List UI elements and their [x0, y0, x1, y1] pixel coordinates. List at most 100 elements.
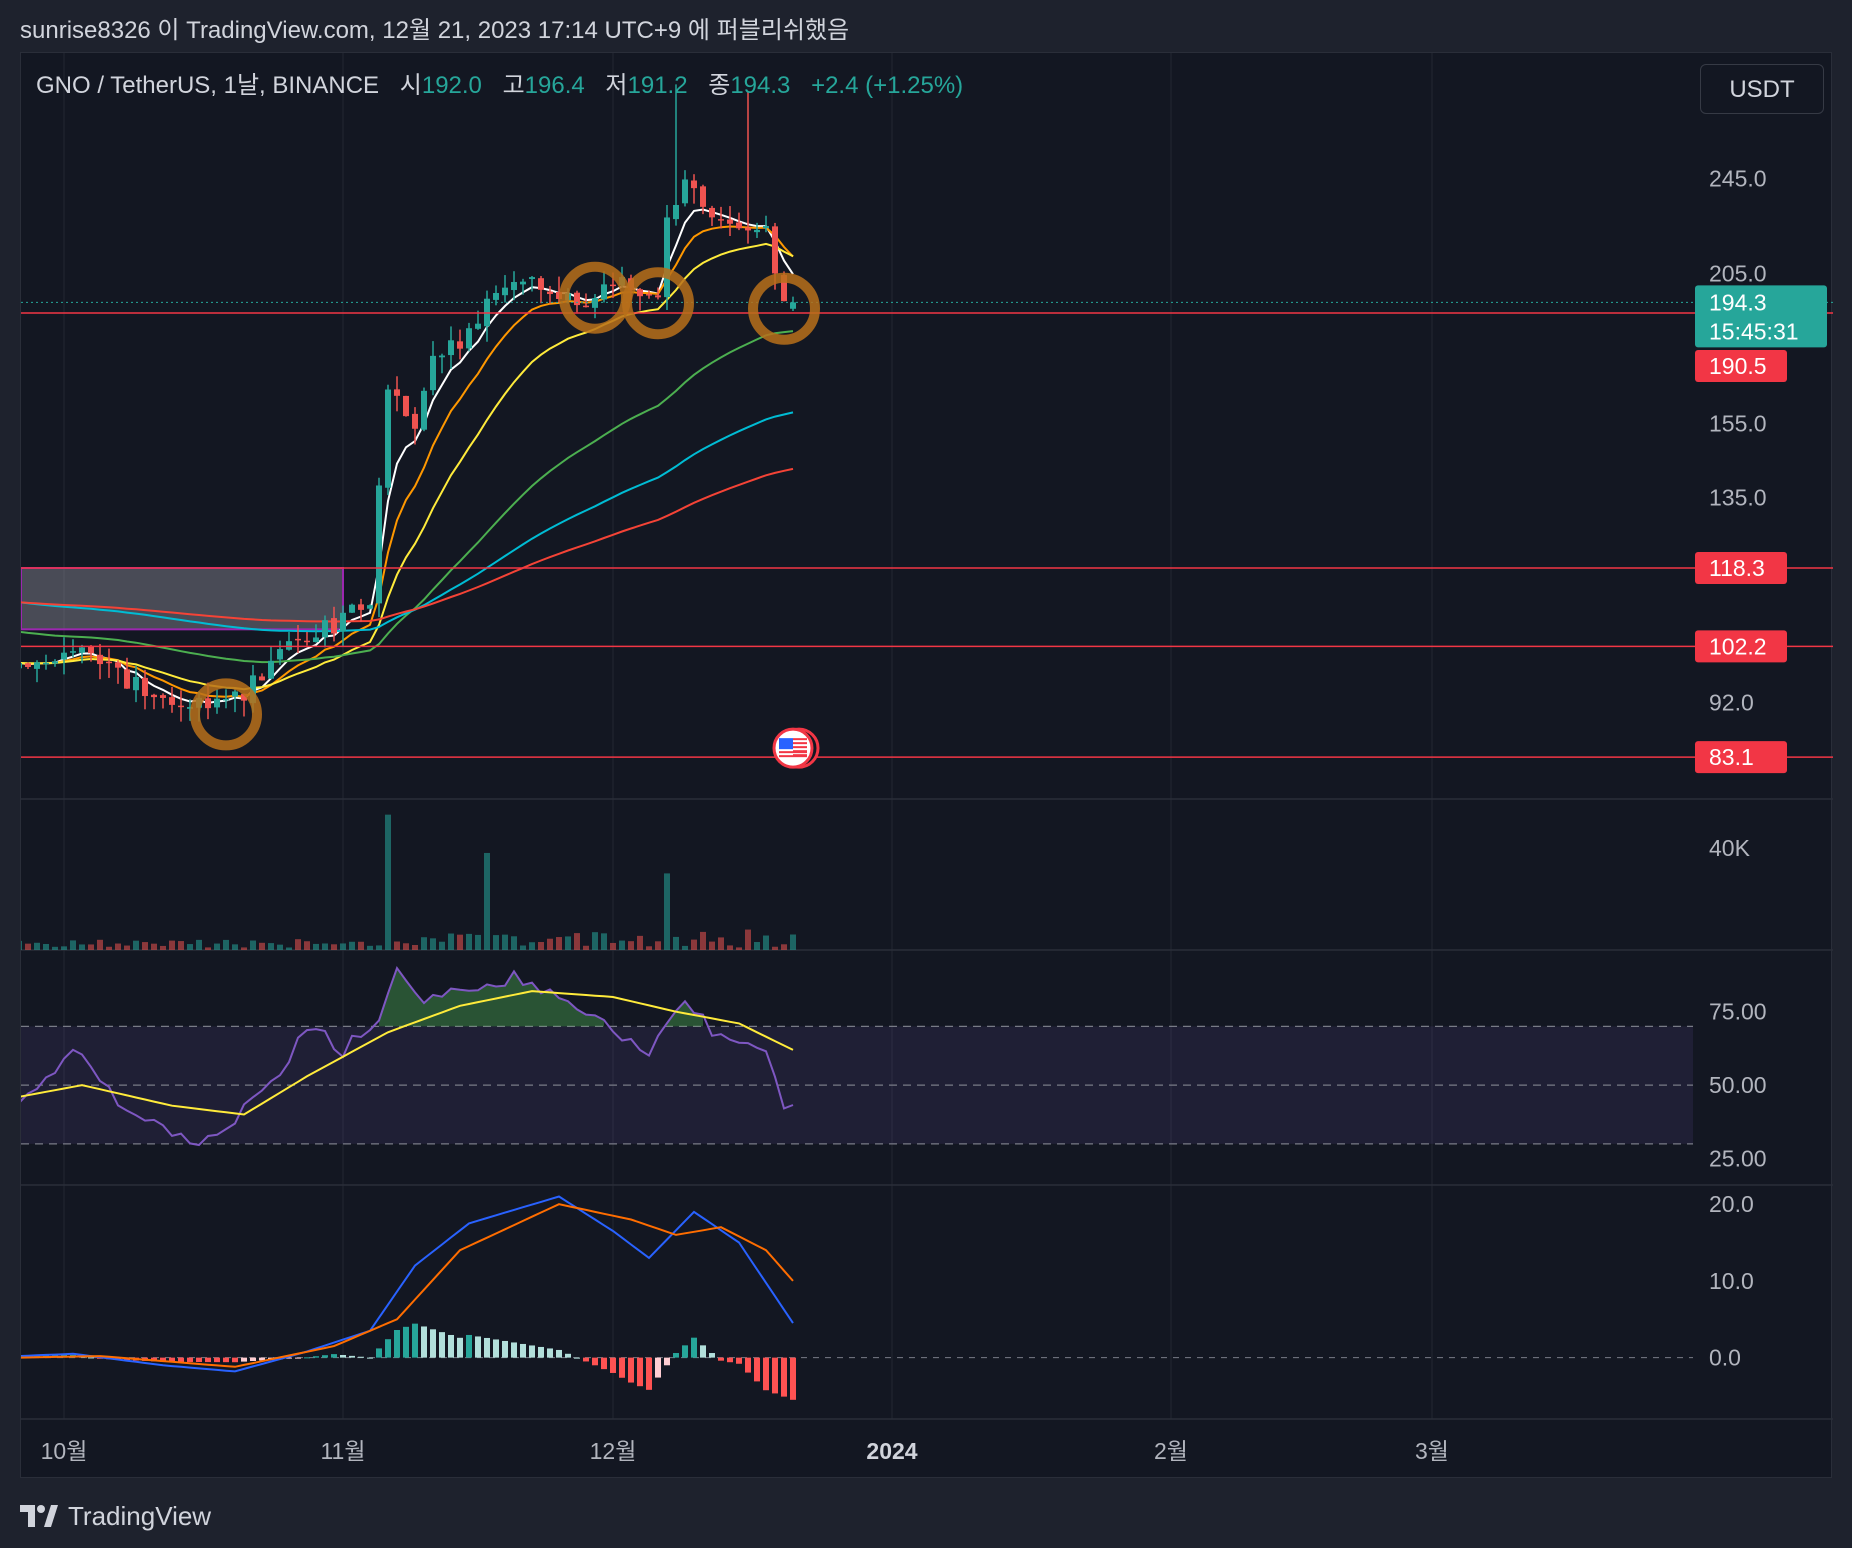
- candle-body[interactable]: [745, 227, 751, 231]
- candle-body[interactable]: [97, 654, 103, 665]
- candle-body[interactable]: [439, 355, 445, 358]
- candle-body[interactable]: [475, 323, 481, 329]
- candle-body[interactable]: [574, 292, 580, 306]
- candle-body[interactable]: [412, 413, 418, 429]
- candle-body[interactable]: [394, 389, 400, 396]
- candle-body[interactable]: [106, 661, 112, 664]
- candle-body[interactable]: [466, 328, 472, 349]
- macd-histogram-bar: [412, 1323, 418, 1358]
- candle-body[interactable]: [25, 663, 31, 668]
- candle-body[interactable]: [367, 605, 373, 609]
- candle-body[interactable]: [673, 204, 679, 220]
- candle-body[interactable]: [556, 291, 562, 299]
- candle-body[interactable]: [421, 390, 427, 430]
- circle-marker[interactable]: [190, 678, 262, 751]
- candle-body[interactable]: [52, 661, 58, 664]
- candle-body[interactable]: [655, 295, 661, 298]
- candle-body[interactable]: [322, 620, 328, 638]
- candle-body[interactable]: [70, 651, 76, 653]
- candle-body[interactable]: [664, 217, 670, 298]
- candle-body[interactable]: [250, 675, 256, 704]
- candle-body[interactable]: [502, 287, 508, 296]
- candle-body[interactable]: [583, 305, 589, 308]
- candle-body[interactable]: [304, 640, 310, 643]
- candle-body[interactable]: [205, 698, 211, 709]
- candle-body[interactable]: [493, 293, 499, 300]
- footer-brand[interactable]: TradingView: [20, 1496, 211, 1536]
- candle-body[interactable]: [34, 662, 40, 669]
- chart-canvas[interactable]: 285.0245.0205.0155.0135.092.040K75.0050.…: [21, 53, 1833, 1479]
- candle-body[interactable]: [736, 222, 742, 229]
- candle-body[interactable]: [358, 604, 364, 610]
- candle-body[interactable]: [124, 669, 130, 689]
- candle-body[interactable]: [286, 641, 292, 650]
- candle-body[interactable]: [601, 284, 607, 300]
- last-price-badge[interactable]: [1695, 285, 1827, 348]
- candle-body[interactable]: [709, 207, 715, 218]
- candle-body[interactable]: [430, 355, 436, 391]
- candle-body[interactable]: [151, 694, 157, 698]
- level-price-badge[interactable]: [1695, 552, 1787, 585]
- candle-body[interactable]: [160, 695, 166, 698]
- candle-body[interactable]: [331, 618, 337, 634]
- candle-body[interactable]: [223, 698, 229, 701]
- candle-body[interactable]: [214, 698, 220, 708]
- candle-body[interactable]: [43, 662, 49, 665]
- candle-body[interactable]: [21, 662, 22, 669]
- currency-button[interactable]: USDT: [1700, 64, 1824, 114]
- candle-body[interactable]: [133, 676, 139, 691]
- candle-body[interactable]: [772, 226, 778, 274]
- candle-body[interactable]: [637, 289, 643, 297]
- candle-body[interactable]: [700, 186, 706, 207]
- footer-brand-label: TradingView: [68, 1500, 212, 1531]
- circle-marker[interactable]: [748, 272, 820, 345]
- symbol-legend[interactable]: GNO / TetherUS, 1날, BINANCE 시192.0 고196.…: [36, 66, 963, 106]
- candle-body[interactable]: [610, 284, 616, 287]
- candle-body[interactable]: [277, 649, 283, 660]
- candle-body[interactable]: [142, 677, 148, 697]
- candle-body[interactable]: [511, 282, 517, 291]
- candle-body[interactable]: [313, 637, 319, 643]
- candle-body[interactable]: [61, 652, 67, 660]
- candle-body[interactable]: [691, 180, 697, 189]
- candle-body[interactable]: [295, 638, 301, 641]
- candle-body[interactable]: [115, 662, 121, 668]
- candle-body[interactable]: [187, 707, 193, 709]
- candle-body[interactable]: [385, 389, 391, 488]
- candle-body[interactable]: [376, 485, 382, 604]
- candle-body[interactable]: [259, 676, 265, 681]
- candle-body[interactable]: [448, 340, 454, 356]
- candle-body[interactable]: [457, 341, 463, 349]
- chart-frame[interactable]: 285.0245.0205.0155.0135.092.040K75.0050.…: [20, 52, 1833, 1479]
- candle-body[interactable]: [781, 274, 787, 302]
- candle-body[interactable]: [349, 604, 355, 613]
- candle-body[interactable]: [646, 294, 652, 296]
- candle-body[interactable]: [403, 395, 409, 417]
- level-price-badge[interactable]: [1695, 741, 1787, 774]
- circle-marker[interactable]: [622, 267, 694, 340]
- candle-body[interactable]: [529, 277, 535, 280]
- candle-body[interactable]: [232, 691, 238, 697]
- candle-body[interactable]: [538, 278, 544, 290]
- macd-histogram-bar: [367, 1357, 373, 1359]
- candle-body[interactable]: [682, 179, 688, 204]
- candle-body[interactable]: [169, 697, 175, 705]
- candle-body[interactable]: [520, 281, 526, 285]
- candle-body[interactable]: [88, 646, 94, 654]
- candle-body[interactable]: [790, 302, 796, 309]
- level-price-badge[interactable]: [1695, 349, 1787, 382]
- candle-body[interactable]: [754, 229, 760, 233]
- candle-body[interactable]: [178, 705, 184, 708]
- low-value: 191.2: [627, 72, 688, 99]
- candle-body[interactable]: [79, 647, 85, 653]
- candle-body[interactable]: [727, 219, 733, 224]
- candle-body[interactable]: [592, 298, 598, 308]
- candle-body[interactable]: [241, 693, 247, 701]
- candle-body[interactable]: [718, 219, 724, 221]
- level-price-badge[interactable]: [1695, 630, 1787, 663]
- candle-body[interactable]: [547, 291, 553, 295]
- candle-body[interactable]: [763, 226, 769, 229]
- candle-body[interactable]: [268, 660, 274, 679]
- candle-body[interactable]: [340, 612, 346, 632]
- macd-histogram-bar: [286, 1357, 292, 1359]
